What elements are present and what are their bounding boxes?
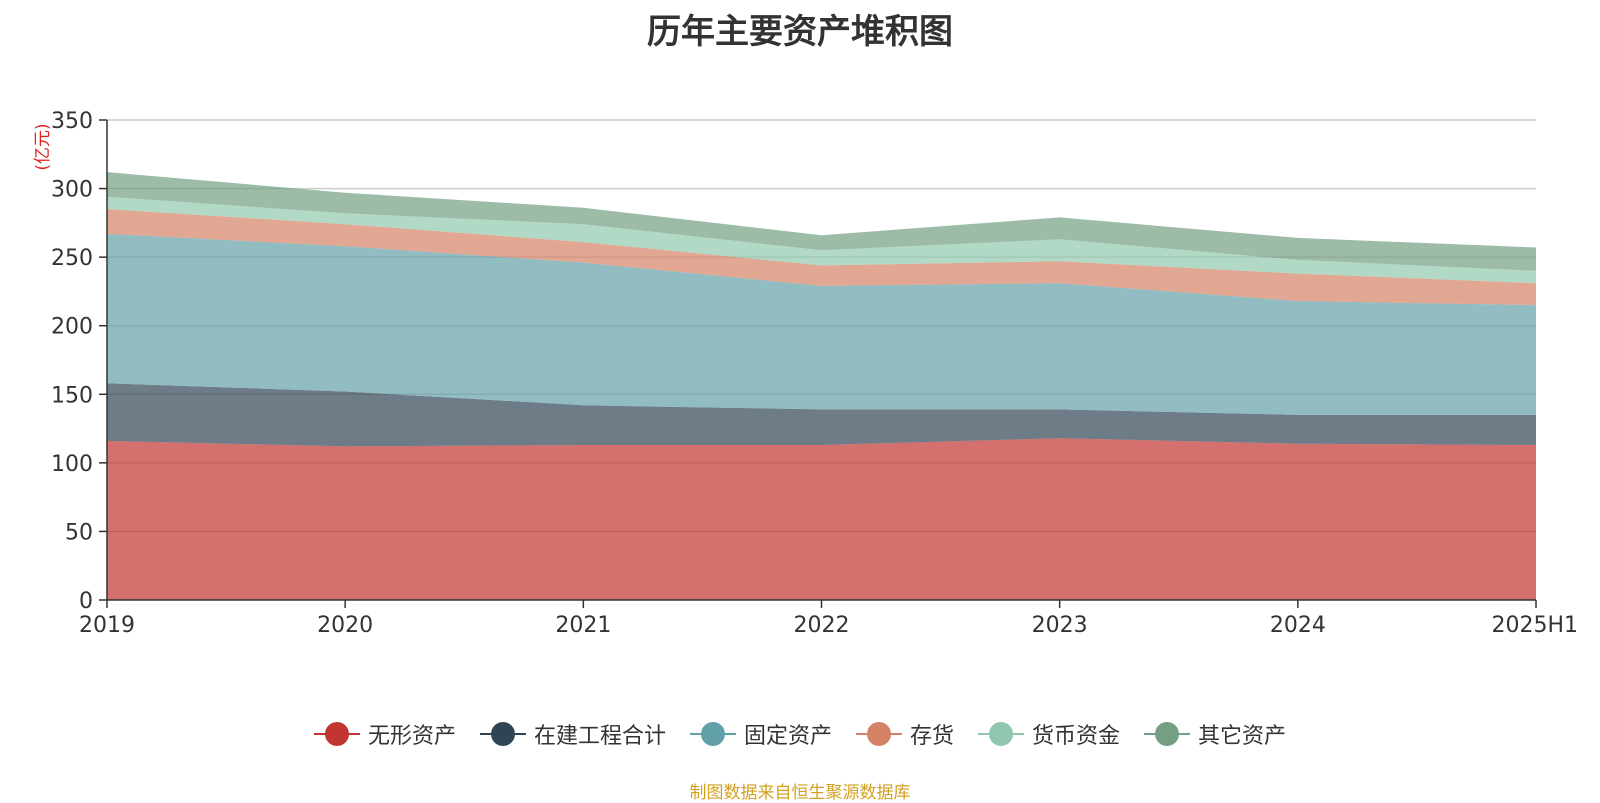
- legend-marker-icon: [856, 722, 902, 746]
- axes: 0 50 100 150 200 250 300 350 2019 2020 2021 2022 202…: [51, 109, 1578, 638]
- chart-title: 历年主要资产堆积图: [647, 12, 953, 52]
- y-axis-label: (亿元): [33, 123, 53, 170]
- y-tick-label: 150: [51, 383, 93, 408]
- source-note: 制图数据来自恒生聚源数据库: [689, 783, 911, 803]
- legend-marker-icon: [689, 722, 736, 746]
- legend-marker-icon: [313, 722, 360, 746]
- legend-item[interactable]: 存货: [856, 718, 954, 750]
- legend-marker-icon: [479, 722, 526, 746]
- legend: 无形资产 在建工程合计 固定资产 存货 货币资金 其它资产: [0, 718, 1600, 750]
- y-tick-label: 300: [51, 178, 93, 203]
- area-其它资产: [107, 172, 1536, 271]
- legend-marker-icon: [1144, 722, 1191, 746]
- legend-item[interactable]: 货币资金: [978, 718, 1120, 750]
- legend-label: 固定资产: [743, 724, 832, 749]
- area-存货: [107, 209, 1536, 306]
- y-tick-label: 100: [51, 452, 93, 477]
- area-固定资产: [107, 233, 1536, 415]
- chart-area: 0 50 100 150 200 250 300 350 2019 2020 2021 2022 202…: [33, 109, 1578, 638]
- legend-item[interactable]: 其它资产: [1144, 718, 1286, 750]
- y-tick-label: 350: [51, 109, 93, 134]
- x-tick-label: 2019: [79, 613, 135, 638]
- y-tick-label: 0: [79, 589, 93, 614]
- area-在建工程合计: [107, 383, 1536, 447]
- legend-label: 货币资金: [1032, 724, 1121, 749]
- legend-item[interactable]: 在建工程合计: [479, 718, 666, 750]
- x-tick-label: 2020: [317, 613, 373, 638]
- x-tick-label: 2024: [1270, 613, 1326, 638]
- y-tick-label: 250: [51, 246, 93, 271]
- legend-label: 在建工程合计: [533, 724, 666, 749]
- stacked-areas: [107, 172, 1536, 600]
- area-货币资金: [107, 196, 1536, 284]
- y-tick-label: 200: [51, 315, 93, 340]
- legend-label: 其它资产: [1198, 724, 1287, 749]
- legend-label: 存货: [910, 724, 955, 749]
- x-tick-label: 2023: [1032, 613, 1088, 638]
- area-无形资产: [107, 438, 1536, 600]
- y-tick-label: 50: [65, 520, 93, 545]
- x-tick-label: 2025H1: [1491, 613, 1578, 638]
- x-tick-label: 2022: [794, 613, 850, 638]
- legend-marker-icon: [978, 722, 1025, 746]
- legend-item[interactable]: 固定资产: [689, 718, 832, 750]
- legend-item[interactable]: 无形资产: [313, 718, 456, 750]
- legend-label: 无形资产: [367, 724, 456, 749]
- x-tick-label: 2021: [555, 613, 611, 638]
